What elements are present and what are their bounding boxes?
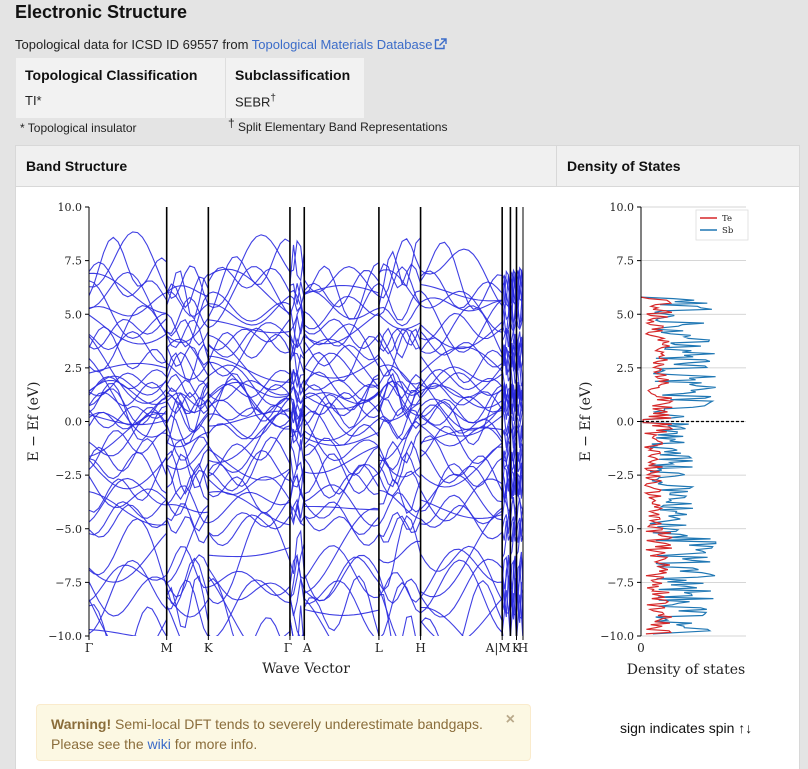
kpoint-label: K [512,641,522,655]
band-line [89,326,523,384]
dos-y-tick-label: −5.0 [607,523,634,536]
y-tick-label: −10.0 [48,630,82,643]
topology-table: Topological Classification TI* Subclassi… [16,58,364,118]
dos-series-te [640,296,674,635]
band-lines [89,231,523,636]
band-line [89,504,523,599]
band-line [89,231,523,309]
band-structure-chart: 10.07.55.02.50.0−2.5−5.0−7.5−10.0Γ M K Γ A L H… [26,201,528,677]
band-line [89,435,523,497]
kpoint-label: A|M [485,641,511,655]
classification-column: Topological Classification TI* [16,58,225,118]
band-line [89,355,523,439]
dos-y-tick-label: 2.5 [617,362,635,375]
band-line [89,494,523,538]
source-prefix: Topological data for ICSD ID 69557 from [15,37,252,52]
close-icon[interactable]: × [505,711,515,728]
band-line [89,597,512,636]
footnote-sebr: † Split Elementary Band Representations [228,116,447,134]
band-line [89,381,523,422]
dos-x-axis-title: Density of states [627,662,746,678]
band-line [89,280,523,353]
band-line [89,557,523,636]
kpoint-label: K [204,641,214,655]
band-line [89,411,523,473]
panel-header: Band Structure Density of States [16,146,799,187]
footnote-sebr-text: Split Elementary Band Representations [234,120,448,134]
band-y-axis-title: E − Ef (eV) [26,381,42,461]
band-line [89,351,523,406]
kpoint-label: M [161,641,173,655]
band-line [89,392,523,442]
legend-label: Sb [722,226,734,236]
source-line: Topological data for ICSD ID 69557 from … [15,37,448,53]
y-tick-label: −5.0 [55,523,82,536]
header-divider [556,146,557,187]
density-of-states-chart: 10.0 7.5 5.0 2.5 0.0 −2.5 −5.0 −7.5 −10.00 Densit… [578,201,749,678]
band-line [89,575,523,636]
classification-value: TI* [25,93,42,108]
footnote-ti: * Topological insulator [20,121,137,135]
dos-y-axis-title: E − Ef (eV) [578,381,594,461]
warning-text-suffix: for more info. [170,736,258,752]
kpoint-label: Γ [85,641,93,655]
y-tick-label: 0.0 [65,416,83,429]
subclassification-value: SEBR [235,94,271,110]
band-line [89,266,523,335]
y-tick-label: −7.5 [55,576,82,589]
dos-legend: Te Sb [695,209,749,241]
bandgap-warning: Warning! Semi-local DFT tends to severel… [36,704,531,761]
kpoint-label: A [302,641,312,655]
kpoint-label: L [375,641,383,655]
y-tick-label: 5.0 [65,308,83,321]
dos-y-tick-label: 7.5 [617,255,635,268]
subclassification-column: Subclassification SEBR† [225,58,364,118]
dos-y-tick-label: −7.5 [607,576,634,589]
y-tick-label: 7.5 [65,255,83,268]
band-x-axis-title: Wave Vector [262,661,350,677]
subclassification-value-wrap: SEBR† [235,93,364,109]
dos-y-tick-label: −10.0 [600,630,634,643]
warning-text: Semi-local DFT tends to severely underes… [111,716,483,732]
band-line [89,290,523,327]
warning-text-prefix: Please see the [51,736,148,752]
dos-y-tick-label: 5.0 [617,308,635,321]
band-line [89,402,523,442]
kpoint-label: Γ [284,641,292,655]
band-line [89,462,523,522]
dagger-mark: † [270,93,276,104]
topological-database-link[interactable]: Topological Materials Database [251,37,433,52]
dos-y-tick-label: −2.5 [607,469,634,482]
band-line [89,512,523,611]
spin-note: sign indicates spin ↑↓ [620,720,753,736]
band-line [89,236,523,321]
band-structure-header: Band Structure [26,158,128,174]
dos-x-tick-label: 0 [637,641,645,655]
y-tick-label: 2.5 [65,362,83,375]
band-line [89,404,523,449]
page-title: Electronic Structure [15,2,188,22]
warning-title: Warning! [51,716,112,732]
kpoint-label: H [518,641,528,655]
band-line [89,312,523,352]
dos-header: Density of States [567,158,681,174]
band-line [89,425,523,477]
external-link-icon[interactable] [434,38,448,53]
band-line [89,554,523,618]
classification-header: Topological Classification [25,67,198,83]
legend-label: Te [722,214,732,224]
dos-y-tick-label: 0.0 [617,416,635,429]
band-line [89,378,523,427]
band-line [89,489,523,527]
electronic-structure-panel: Band Structure Density of States 10.0 7.5… [15,145,800,769]
legend-box [695,209,749,241]
kpoint-label: H [415,641,425,655]
wiki-link[interactable]: wiki [147,736,171,752]
subclassification-header: Subclassification [235,67,351,83]
y-tick-label: −2.5 [55,469,82,482]
band-line [89,368,523,403]
y-tick-label: 10.0 [58,201,83,214]
footnote-dagger: † [228,116,235,130]
dos-y-tick-label: 10.0 [610,201,635,214]
